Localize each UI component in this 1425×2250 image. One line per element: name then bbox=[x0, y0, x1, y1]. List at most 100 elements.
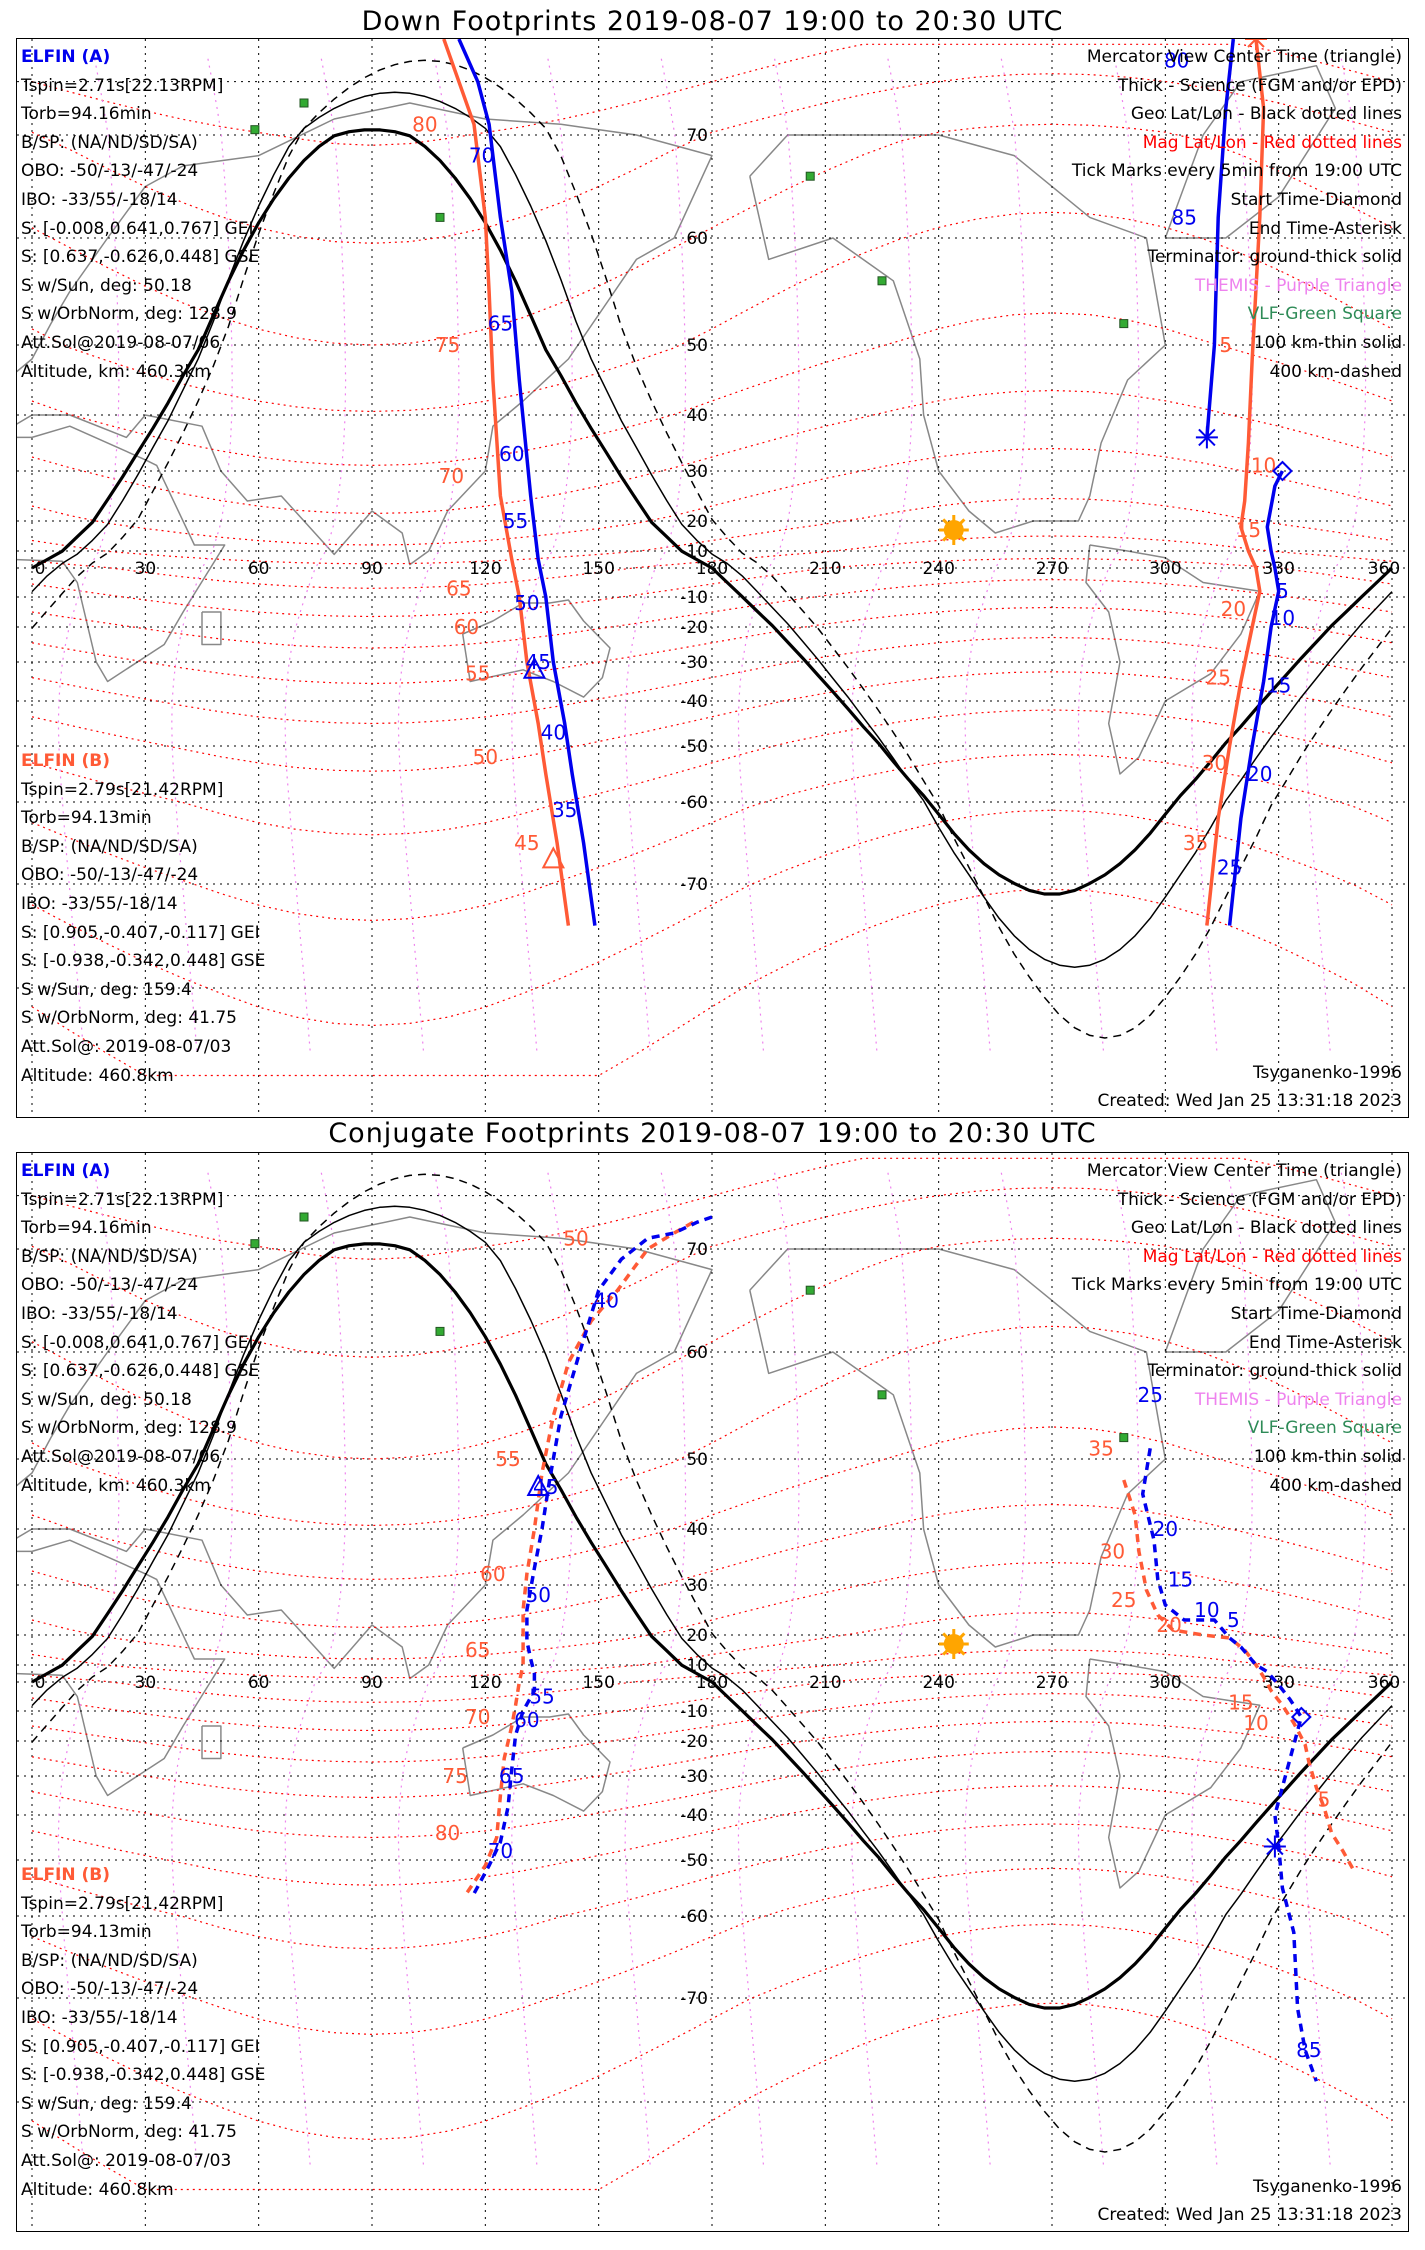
tick-minute-label: 55 bbox=[503, 509, 528, 533]
info-a-line: B/SP: (NA/ND/SD/SA) bbox=[21, 1246, 198, 1267]
mag-lat-line bbox=[31, 1867, 1393, 2036]
info-b-line: S w/OrbNorm, deg: 41.75 bbox=[21, 1008, 238, 1029]
tick-minute-label: 35 bbox=[1183, 831, 1208, 855]
lat-tick-label: 30 bbox=[686, 462, 708, 482]
tick-minute-label: 40 bbox=[541, 721, 566, 745]
info-a-line: B/SP: (NA/ND/SD/SA) bbox=[21, 132, 198, 153]
sun-icon bbox=[943, 520, 964, 540]
tick-minute-label: 15 bbox=[1228, 1690, 1253, 1714]
info-b-line: Tspin=2.79s[21.42RPM] bbox=[21, 779, 224, 800]
legend-entry: Mag Lat/Lon - Red dotted lines bbox=[1142, 1246, 1402, 1267]
tick-minute-label: 75 bbox=[442, 1764, 467, 1788]
coastline bbox=[17, 425, 226, 683]
tick-minute-label: 50 bbox=[514, 591, 539, 615]
lon-tick-label: 360 bbox=[1368, 559, 1400, 579]
conjugate-footprints-panel: 0 30 60 90 120 150 180 210 240 270 300 330 360 70 60 50… bbox=[16, 1152, 1409, 2232]
terminator-400km bbox=[31, 1173, 1393, 2153]
lat-tick-label: -40 bbox=[680, 692, 708, 712]
lat-tick-label: 50 bbox=[686, 1450, 708, 1470]
info-b-line: Att.Sol@: 2019-08-07/03 bbox=[21, 1036, 232, 1057]
panel-title-conjugate: Conjugate Footprints 2019-08-07 19:00 to… bbox=[328, 1118, 1097, 1149]
lat-tick-label: 20 bbox=[686, 1626, 708, 1646]
coastline bbox=[461, 1713, 611, 1812]
end-time-asterisk bbox=[1247, 39, 1258, 48]
mag-lat-line bbox=[31, 1720, 1393, 1799]
lat-tick-label: 30 bbox=[686, 1576, 708, 1596]
info-b-line: OBO: -50/-13/-47/-24 bbox=[21, 1979, 199, 2000]
coastline bbox=[17, 1539, 226, 1797]
coastline bbox=[201, 611, 222, 646]
model-label: Tsyganenko-1996 bbox=[1252, 2177, 1402, 2197]
coastline bbox=[749, 1248, 1167, 1648]
vlf-station-icon bbox=[299, 1212, 309, 1222]
tick-minute-label: 45 bbox=[514, 831, 539, 855]
legend-entry: Tick Marks every 5min from 19:00 UTC bbox=[1071, 161, 1402, 182]
center-time-triangle bbox=[541, 846, 565, 869]
info-b-line: S: [-0.938,-0.342,0.448] GSE bbox=[21, 2065, 266, 2086]
lat-tick-label: -50 bbox=[680, 737, 708, 757]
legend-entry: 100 km-thin solid bbox=[1253, 332, 1402, 353]
mag-lon-line bbox=[851, 54, 913, 1051]
lon-tick-label: 150 bbox=[582, 559, 614, 579]
legend-entry: Tick Marks every 5min from 19:00 UTC bbox=[1071, 1275, 1402, 1296]
mag-lon-line bbox=[511, 1168, 573, 2165]
mag-lat-line bbox=[31, 1671, 1393, 1732]
legend-entry: Mag Lat/Lon - Red dotted lines bbox=[1142, 132, 1402, 153]
tick-minute-label: 55 bbox=[465, 662, 490, 686]
vlf-station-icon bbox=[299, 98, 309, 108]
elfin-a-track bbox=[457, 39, 597, 926]
lat-tick-label: 70 bbox=[686, 126, 708, 146]
tick-minute-label: 70 bbox=[469, 144, 494, 168]
legend-entry: End Time-Asterisk bbox=[1248, 218, 1402, 239]
lon-tick-label: 330 bbox=[1262, 559, 1294, 579]
info-a-line: Att.Sol@2019-08-07/06 bbox=[21, 332, 221, 353]
lat-tick-label: 10 bbox=[686, 1656, 708, 1676]
legend-entry: Start Time-Diamond bbox=[1230, 189, 1402, 210]
lon-tick-label: 90 bbox=[361, 559, 383, 579]
mag-lat-line bbox=[31, 671, 1393, 772]
mag-lat-line bbox=[31, 1325, 1393, 1527]
tick-minute-label: 60 bbox=[480, 1562, 505, 1586]
tick-minute-label: 40 bbox=[593, 1289, 618, 1313]
mag-lon-line bbox=[624, 1168, 687, 2165]
info-b-line: S: [-0.938,-0.342,0.448] GSE bbox=[21, 951, 266, 972]
legend-entry: Terminator: ground-thick solid bbox=[1147, 247, 1402, 268]
mag-lat-line bbox=[31, 557, 1393, 618]
info-a-line: Altitude, km: 460.3km bbox=[21, 1475, 211, 1496]
vlf-station-icon bbox=[1119, 319, 1129, 329]
mag-lat-line bbox=[31, 1823, 1393, 1950]
mag-lat-line bbox=[31, 1785, 1393, 1886]
mag-lat-line bbox=[31, 448, 1393, 546]
lat-tick-label: -20 bbox=[680, 618, 708, 638]
lat-tick-label: -70 bbox=[680, 875, 708, 895]
elfin-b-track bbox=[442, 39, 571, 926]
vlf-station-icon bbox=[877, 1390, 887, 1400]
vlf-station-icon bbox=[1119, 1433, 1129, 1443]
center-time-triangle bbox=[526, 1473, 550, 1496]
elfin-a-track bbox=[1205, 39, 1236, 438]
tick-minute-label: 65 bbox=[446, 576, 471, 600]
lat-tick-label: 20 bbox=[686, 512, 708, 532]
elfin-a-track bbox=[1140, 1448, 1319, 2082]
lon-tick-label: 330 bbox=[1262, 1673, 1294, 1693]
tick-minute-label: 50 bbox=[473, 745, 498, 769]
info-b-line: Torb=94.13min bbox=[21, 1922, 152, 1943]
tick-minute-label: 80 bbox=[435, 1821, 460, 1845]
tick-minute-label: 25 bbox=[1217, 856, 1242, 880]
tick-minute-label: 60 bbox=[514, 1708, 539, 1732]
lat-tick-label: 40 bbox=[686, 406, 708, 426]
legend-entry: Thick - Science (FGM and/or EPD) bbox=[1117, 75, 1402, 96]
legend-entry: End Time-Asterisk bbox=[1248, 1332, 1402, 1353]
tick-minute-label: 85 bbox=[1296, 2038, 1321, 2062]
tick-minute-label: 80 bbox=[1164, 48, 1189, 72]
tick-minute-label: 10 bbox=[1251, 453, 1276, 477]
lon-tick-label: 60 bbox=[248, 1673, 270, 1693]
mag-lon-line bbox=[964, 54, 1027, 1051]
info-a-line: Att.Sol@2019-08-07/06 bbox=[21, 1446, 221, 1467]
coastline bbox=[1164, 1178, 1337, 1353]
legend-entry: THEMIS - Purple Triangle bbox=[1194, 1389, 1402, 1410]
info-a-line: Tspin=2.71s[22.13RPM] bbox=[21, 75, 224, 96]
info-a-line: S: [0.637,-0.626,0.448] GSE bbox=[21, 1361, 260, 1382]
mag-lat-line bbox=[31, 1562, 1393, 1660]
info-a-line: OBO: -50/-13/-47/-24 bbox=[21, 1275, 199, 1296]
